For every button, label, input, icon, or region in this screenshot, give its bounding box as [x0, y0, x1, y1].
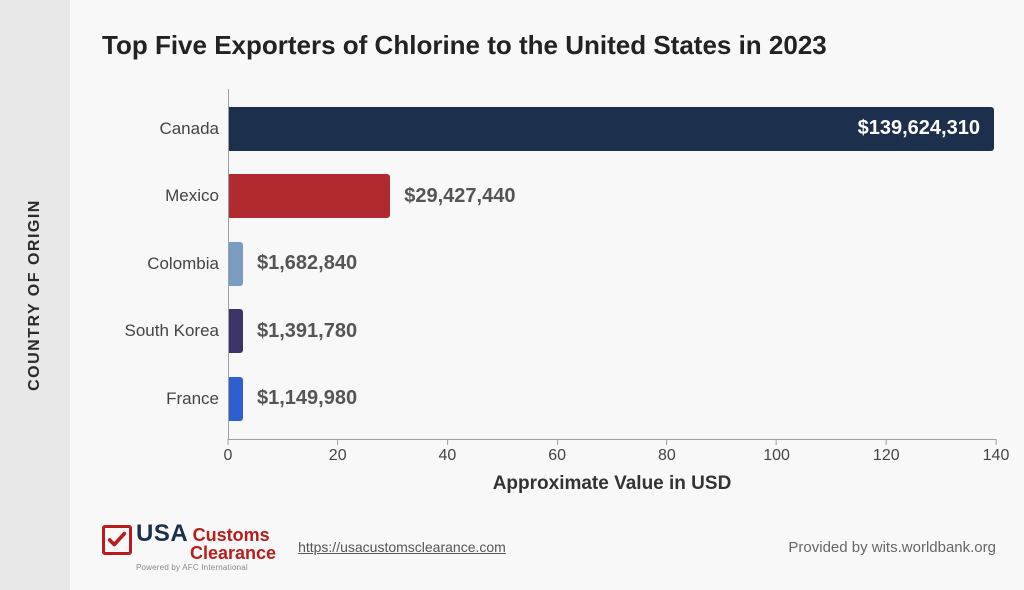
- x-tick-label: 80: [658, 447, 676, 465]
- logo: USA Customs Clearance Powered by AFC Int…: [102, 523, 276, 572]
- bar-value-label: $139,624,310: [858, 117, 980, 140]
- bar-row: Colombia$1,682,840: [229, 239, 996, 289]
- footer: USA Customs Clearance Powered by AFC Int…: [88, 523, 996, 572]
- x-axis-title: Approximate Value in USD: [228, 473, 996, 495]
- chart-title: Top Five Exporters of Chlorine to the Un…: [102, 30, 996, 61]
- x-tick: 40: [439, 439, 457, 465]
- bar: [229, 309, 243, 353]
- bar-row: South Korea$1,391,780: [229, 306, 996, 356]
- logo-customs-2: Clearance: [190, 545, 276, 562]
- logo-powered-by: Powered by AFC International: [136, 564, 276, 572]
- x-tick-label: 60: [548, 447, 566, 465]
- left-sidebar: COUNTRY OF ORIGIN: [0, 0, 70, 590]
- x-tick-label: 40: [439, 447, 457, 465]
- x-tick-label: 0: [224, 447, 233, 465]
- footer-attribution: Provided by wits.worldbank.org: [788, 539, 996, 556]
- x-tick-label: 140: [983, 447, 1010, 465]
- bar-category-label: Canada: [83, 119, 219, 139]
- bar: [229, 174, 390, 218]
- y-axis-title: COUNTRY OF ORIGIN: [26, 199, 44, 391]
- x-tick: 0: [224, 439, 233, 465]
- bar: [229, 377, 243, 421]
- bar-row: Canada$139,624,310: [229, 104, 996, 154]
- chart-area: Canada$139,624,310 Mexico$29,427,440 Colom…: [88, 89, 996, 495]
- bar-value-label: $1,149,980: [257, 387, 357, 410]
- footer-left: USA Customs Clearance Powered by AFC Int…: [102, 523, 506, 572]
- x-tick-label: 20: [329, 447, 347, 465]
- bar-category-label: Colombia: [83, 254, 219, 274]
- bar-category-label: South Korea: [83, 321, 219, 341]
- bar-row: France$1,149,980: [229, 374, 996, 424]
- x-tick-label: 120: [873, 447, 900, 465]
- bars-container: Canada$139,624,310 Mexico$29,427,440 Colom…: [228, 89, 996, 439]
- bar-category-label: France: [83, 389, 219, 409]
- x-axis: 020406080100120140 Approximate Value in …: [228, 439, 996, 495]
- logo-checkmark-icon: [102, 525, 132, 555]
- bar: $139,624,310: [229, 107, 994, 151]
- footer-link[interactable]: https://usacustomsclearance.com: [298, 539, 506, 555]
- x-tick: 80: [658, 439, 676, 465]
- bar: [229, 242, 243, 286]
- x-tick: 120: [873, 439, 900, 465]
- x-ticks: 020406080100120140: [228, 439, 996, 467]
- bar-value-label: $1,682,840: [257, 252, 357, 275]
- main-panel: Top Five Exporters of Chlorine to the Un…: [70, 0, 1024, 590]
- x-tick: 100: [763, 439, 790, 465]
- bar-category-label: Mexico: [83, 186, 219, 206]
- bar-value-label: $1,391,780: [257, 320, 357, 343]
- x-tick: 60: [548, 439, 566, 465]
- logo-customs-1: Customs: [193, 525, 270, 545]
- bar-row: Mexico$29,427,440: [229, 171, 996, 221]
- logo-usa: USA: [136, 520, 188, 547]
- logo-text: USA Customs Clearance Powered by AFC Int…: [136, 523, 276, 572]
- bar-value-label: $29,427,440: [404, 185, 515, 208]
- x-tick-label: 100: [763, 447, 790, 465]
- x-tick: 20: [329, 439, 347, 465]
- x-tick: 140: [983, 439, 1010, 465]
